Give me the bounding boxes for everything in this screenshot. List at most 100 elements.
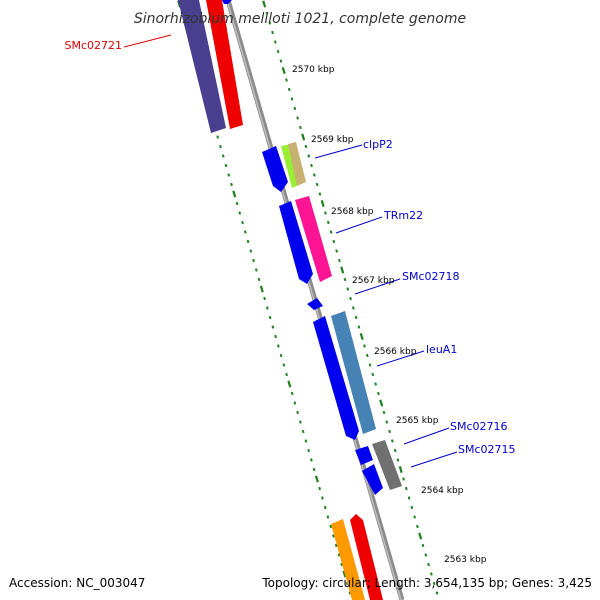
minor-tick-mark [235, 201, 239, 206]
minor-tick-mark [312, 173, 316, 177]
minor-tick-mark [385, 420, 389, 424]
minor-tick-mark [287, 87, 291, 92]
major-tick-mark [287, 380, 292, 388]
minor-tick-mark [279, 353, 283, 358]
minor-tick-mark [312, 467, 316, 472]
minor-tick-mark [402, 477, 405, 481]
minor-tick-mark [293, 106, 297, 111]
kbp-scale-label: 2567 kbp [352, 276, 395, 286]
minor-tick-mark [301, 429, 305, 434]
minor-tick-mark [227, 173, 231, 177]
gene-label-leaders [123, 34, 458, 468]
gene-label[interactable]: clpP2 [363, 138, 393, 151]
minor-tick-mark [404, 486, 408, 491]
minor-tick-mark [407, 496, 411, 500]
minor-tick-mark [430, 572, 433, 576]
minor-tick-mark [413, 515, 417, 519]
accession-text: Accession: NC_003047 [9, 576, 146, 590]
minor-tick-mark [315, 182, 319, 187]
major-tick-mark [398, 465, 403, 474]
minor-tick-mark [268, 315, 272, 320]
minor-tick-mark [349, 296, 352, 301]
topology-text: Topology: circular; Length: 3,654,135 bp… [262, 576, 592, 590]
gene-arrow-trm22-magenta[interactable] [295, 196, 332, 282]
minor-tick-mark [427, 562, 430, 567]
minor-tick-mark [299, 125, 302, 130]
minor-tick-mark [357, 325, 361, 329]
gene-arrow-smc02716-a[interactable] [355, 446, 373, 465]
gene-arrow-bottom-orange[interactable] [331, 519, 365, 600]
kbp-scale-label: 2569 kbp [311, 135, 354, 145]
kbp-scale-label: 2568 kbp [331, 207, 374, 217]
minor-tick-mark [432, 581, 436, 586]
gene-arrow-clpp2-blue[interactable] [262, 146, 288, 192]
minor-tick-mark [274, 334, 277, 339]
gene-arrow-leua1-blue[interactable] [313, 316, 359, 440]
major-tick-mark [262, 0, 267, 8]
minor-tick-mark [276, 49, 280, 54]
minor-tick-mark [241, 220, 244, 225]
minor-tick-mark [335, 249, 338, 253]
minor-tick-mark [310, 458, 313, 462]
minor-tick-mark [374, 382, 378, 386]
major-tick-mark [340, 266, 345, 274]
minor-tick-mark [340, 562, 344, 567]
gene-arrow-smc02721-a[interactable] [178, 0, 226, 133]
minor-tick-mark [390, 439, 394, 443]
kbp-scale-label: 2564 kbp [421, 486, 464, 496]
gene-label[interactable]: SMc02716 [450, 420, 508, 433]
gene-arrow-smc02718[interactable] [307, 298, 323, 310]
inner-tick-track [262, 0, 439, 595]
gene-arrow-smc02721-b[interactable] [206, 0, 243, 129]
gene-label[interactable]: SMc02715 [458, 443, 516, 456]
minor-tick-mark [323, 505, 327, 510]
minor-tick-mark [285, 78, 288, 82]
gene-label[interactable]: SMc02721 [64, 39, 122, 52]
minor-tick-mark [296, 410, 299, 415]
minor-tick-mark [265, 306, 269, 310]
major-tick-mark [359, 332, 364, 341]
minor-tick-mark [318, 192, 322, 196]
minor-tick-mark [363, 344, 366, 348]
gene-arrow-top-blue[interactable] [222, 0, 232, 4]
minor-tick-mark [324, 211, 327, 215]
minor-tick-mark [326, 515, 330, 519]
minor-tick-mark [254, 268, 258, 272]
minor-tick-mark [293, 401, 297, 405]
major-tick-mark [342, 570, 347, 578]
minor-tick-mark [230, 182, 233, 187]
minor-tick-mark [238, 211, 242, 215]
kbp-scale-label: 2570 kbp [292, 65, 335, 75]
minor-tick-mark [396, 458, 400, 462]
gene-label[interactable]: TRm22 [383, 209, 423, 222]
gene-arrow-smc02715[interactable] [372, 440, 402, 490]
minor-tick-mark [276, 344, 280, 348]
minor-tick-mark [365, 353, 369, 358]
minor-tick-mark [435, 591, 439, 595]
minor-tick-mark [343, 277, 347, 282]
gene-arrow-bottom-red[interactable] [350, 514, 383, 600]
minor-tick-mark [279, 59, 283, 63]
minor-tick-mark [334, 543, 338, 548]
minor-tick-mark [285, 372, 288, 377]
minor-tick-mark [326, 220, 330, 225]
minor-tick-mark [265, 11, 269, 16]
minor-tick-mark [329, 524, 333, 529]
minor-tick-mark [224, 163, 228, 168]
minor-tick-mark [421, 543, 425, 548]
minor-tick-mark [332, 534, 335, 538]
minor-tick-mark [371, 372, 375, 377]
gene-arrow-trm22-blue[interactable] [279, 201, 313, 284]
minor-tick-mark [249, 249, 253, 253]
minor-tick-mark [299, 420, 302, 424]
gene-arrow-smc02716-b[interactable] [362, 464, 383, 495]
minor-tick-mark [351, 306, 355, 310]
gene-arrow-leua1-steelblue[interactable] [331, 311, 376, 434]
minor-tick-mark [221, 154, 225, 158]
minor-tick-mark [304, 439, 308, 443]
gene-label[interactable]: SMc02718 [402, 270, 460, 283]
kbp-scale-label: 2566 kbp [374, 347, 417, 357]
minor-tick-mark [268, 21, 272, 25]
gene-label[interactable]: leuA1 [426, 343, 457, 356]
gene-arrow-clpp2-tan[interactable] [288, 142, 306, 186]
